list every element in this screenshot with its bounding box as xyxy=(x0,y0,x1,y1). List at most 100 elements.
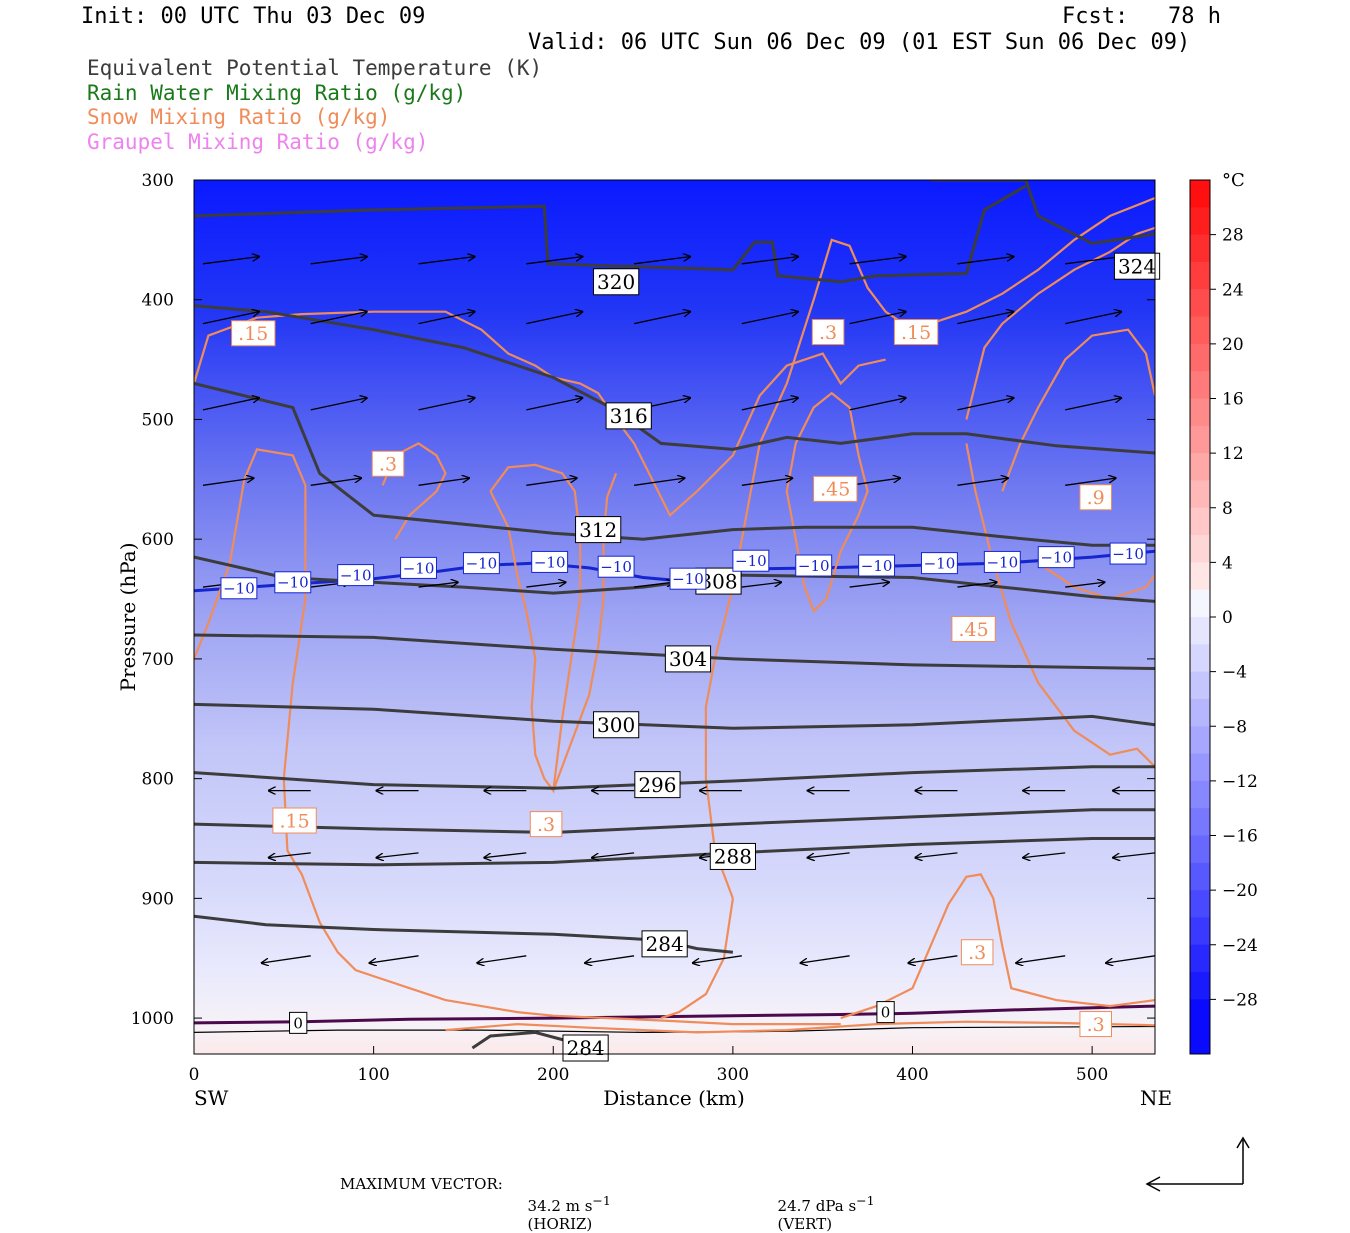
isotherm-minus10-label-0-box xyxy=(220,577,258,600)
init-time: Init: 00 UTC Thu 03 Dec 09 xyxy=(81,4,426,29)
snow-label-10-text: .3 xyxy=(1087,1014,1105,1036)
theta-e-label-5: 304 xyxy=(664,645,712,673)
colorbar-cell xyxy=(1190,1026,1210,1055)
snow-label-6-box xyxy=(951,615,996,642)
snow-contour-4 xyxy=(552,472,618,791)
legend-rain-water: Rain Water Mixing Ratio (g/kg) xyxy=(87,81,467,105)
wind-arrow xyxy=(1154,586,1155,588)
colorbar-tick-label: 0 xyxy=(1222,608,1233,628)
isotherm-minus10-label-9: −10 xyxy=(795,554,833,577)
theta-e-contour-5 xyxy=(194,633,1155,670)
snow-contour-12 xyxy=(840,873,1155,1020)
colorbar-cell xyxy=(1190,617,1210,645)
colorbar-tick-label: −24 xyxy=(1222,936,1258,956)
colorbar-tick-label: 4 xyxy=(1222,553,1233,573)
wind-arrow xyxy=(741,312,798,325)
isotherm-minus10-label-4-box xyxy=(462,552,500,575)
wind-arrow xyxy=(1065,398,1121,411)
sw-end-label: SW xyxy=(194,1086,229,1110)
isotherm-0c xyxy=(194,1004,1155,1025)
wind-arrow xyxy=(526,312,582,325)
isotherm-minus10-label-13: −10 xyxy=(1037,546,1075,569)
colorbar-cell xyxy=(1190,316,1210,345)
wind-arrow xyxy=(526,398,582,411)
theta-e-label-6: 300 xyxy=(593,711,640,739)
isotherm-minus10-label-9-text: −10 xyxy=(798,557,830,575)
theta-e-label-1-text: 324 xyxy=(1118,254,1156,278)
theta-e-label-7-box xyxy=(634,771,681,799)
max-vector-label: MAXIMUM VECTOR: xyxy=(340,1175,503,1193)
snow-label-9-box xyxy=(960,939,994,966)
wind-arrow xyxy=(1113,852,1155,858)
wind-arrow xyxy=(849,478,900,486)
theta-e-label-1: 324 xyxy=(1113,252,1161,280)
theta-e-label-0: 320 xyxy=(593,268,640,296)
wind-arrow xyxy=(634,582,673,588)
snow-label-4-text: .45 xyxy=(820,479,850,501)
isotherm-minus10-label-10: −10 xyxy=(858,554,896,577)
theta-e-contour-7 xyxy=(194,765,1155,790)
wind-arrow xyxy=(310,312,367,325)
snow-label-0: .15 xyxy=(231,320,276,347)
theta-e-label-6-text: 300 xyxy=(597,713,635,737)
snow-label-6-text: .45 xyxy=(958,619,988,641)
colorbar-cell xyxy=(1190,535,1210,563)
x-tick-label-100: 100 xyxy=(357,1065,389,1085)
theta-e-contour-8 xyxy=(194,808,1155,835)
snow-label-8: .3 xyxy=(529,811,563,838)
colorbar-tick-label: 16 xyxy=(1222,390,1244,410)
wind-arrow xyxy=(1065,478,1115,486)
colorbar-tick-label: −20 xyxy=(1222,881,1258,901)
wind-arrow xyxy=(849,312,906,325)
snow-label-5: .9 xyxy=(1079,484,1113,511)
colorbar-cell xyxy=(1190,972,1210,1000)
legend-graupel: Graupel Mixing Ratio (g/kg) xyxy=(87,130,429,154)
theta-e-label-10-text: 284 xyxy=(646,932,684,956)
isotherm-minus10-label-14-text: −10 xyxy=(1112,545,1144,563)
snow-label-3: .3 xyxy=(371,450,405,477)
wind-arrow xyxy=(808,852,850,858)
ne-end-label: NE xyxy=(1140,1086,1172,1110)
isotherm-minus10-label-8: −10 xyxy=(732,549,770,572)
wind-arrow xyxy=(418,398,475,411)
theta-e-label-9: 288 xyxy=(709,842,756,870)
colorbar-cell xyxy=(1190,234,1210,263)
wind-arrow xyxy=(418,478,469,486)
isotherm-minus10-label-7-box xyxy=(669,567,707,590)
snow-contour-0 xyxy=(194,310,886,517)
isotherm-minus10-label-7: −10 xyxy=(669,567,707,590)
isotherm-0-label-1-box xyxy=(876,1001,895,1024)
wind-arrow xyxy=(310,257,367,265)
isotherm-0-label-1-text: 0 xyxy=(881,1003,891,1021)
isotherm-minus10-label-8-text: −10 xyxy=(735,552,767,570)
isotherm-minus10-label-4-text: −10 xyxy=(466,555,498,573)
wind-arrow xyxy=(957,582,996,588)
isotherm-minus10-label-14-box xyxy=(1109,542,1147,565)
theta-e-label-6-box xyxy=(593,711,640,739)
theta-e-label-3-box xyxy=(575,516,622,544)
theta-e-label-7-text: 296 xyxy=(638,773,676,797)
isotherm-minus10-label-11-text: −10 xyxy=(924,555,956,573)
wind-arrow xyxy=(957,398,1013,411)
colorbar-cell xyxy=(1190,999,1210,1028)
theta-e-contour-2 xyxy=(194,304,1155,455)
x-tick-label-0: 0 xyxy=(189,1065,200,1085)
wind-arrow xyxy=(477,955,527,963)
theta-e-label-9-text: 288 xyxy=(714,845,752,869)
x-axis-label: Distance (km) xyxy=(603,1086,745,1110)
colorbar-tick-label: −16 xyxy=(1222,827,1258,847)
snow-label-3-box xyxy=(371,450,405,477)
wind-arrow xyxy=(526,478,576,486)
wind-arrow xyxy=(957,312,1013,325)
wind-arrow xyxy=(202,478,253,486)
snow-contour-13 xyxy=(445,1020,1155,1034)
snow-label-0-text: .15 xyxy=(238,323,268,345)
theta-e-label-9-box xyxy=(709,842,756,870)
wind-arrow xyxy=(418,257,475,265)
wind-arrow xyxy=(418,582,458,588)
snow-label-5-box xyxy=(1079,484,1113,511)
isotherm-0-label-1: 0 xyxy=(876,1001,895,1024)
colorbar-cell xyxy=(1190,398,1210,427)
colorbar-cell xyxy=(1190,371,1210,399)
wind-arrow xyxy=(585,955,635,963)
